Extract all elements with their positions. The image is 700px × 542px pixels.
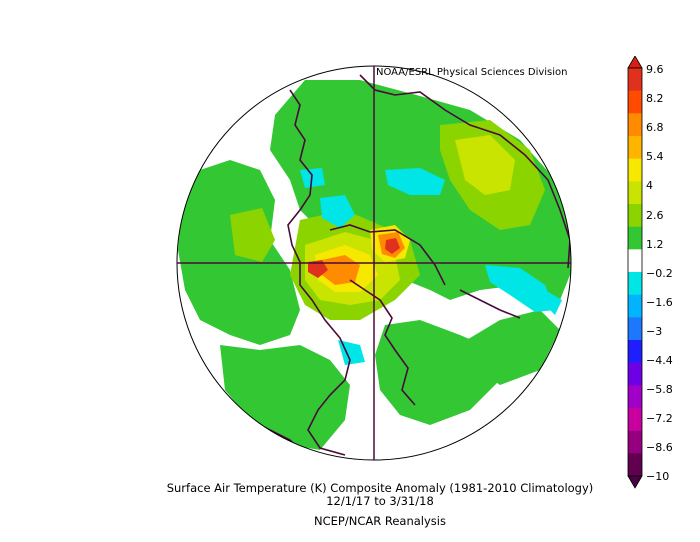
- colorbar-tick-label: 2.6: [646, 208, 664, 222]
- colorbar-tick-label: 9.6: [646, 63, 664, 76]
- colorbar-swatch: [628, 113, 642, 137]
- colorbar-tick-label: −3: [646, 324, 663, 338]
- colorbar-tick-label: −8.6: [646, 441, 673, 455]
- anomaly-red-1: [308, 260, 328, 278]
- colorbar-tick-label: −10: [646, 470, 670, 484]
- colorbar-swatch: [628, 136, 642, 159]
- colorbar-swatch: [628, 408, 642, 431]
- colorbar-tick-label: 4: [646, 179, 653, 193]
- colorbar-swatch: [628, 340, 642, 363]
- anomaly-yg-5: [455, 135, 515, 195]
- colorbar-swatch: [628, 226, 642, 250]
- colorbar-swatch: [628, 385, 642, 409]
- credit-label: NOAA/ESRL Physical Sciences Division: [376, 67, 568, 78]
- anomaly-cyan-1: [385, 168, 445, 195]
- caption-title: Surface Air Temperature (K) Composite An…: [166, 481, 594, 495]
- anomaly-field: [178, 80, 571, 450]
- anomaly-green-east: [450, 310, 560, 385]
- colorbar-tick-label: 5.4: [646, 150, 664, 164]
- colorbar-tick-label: 6.8: [646, 121, 664, 135]
- colorbar-swatch: [628, 181, 642, 205]
- anomaly-cyan-2: [320, 195, 355, 228]
- anomaly-yg-3: [230, 208, 275, 262]
- colorbar-tick-label: 1.2: [646, 237, 664, 251]
- colorbar-swatch: [628, 158, 642, 182]
- anomaly-red-2: [385, 238, 400, 254]
- caption-source: NCEP/NCAR Reanalysis: [314, 514, 446, 528]
- colorbar-swatch: [628, 362, 642, 386]
- colorbar-swatch: [628, 430, 642, 454]
- colorbar-tick-label: −7.2: [646, 412, 673, 426]
- colorbar-swatch: [628, 317, 642, 341]
- colorbar: [627, 56, 643, 489]
- colorbar-tick-label: −1.6: [646, 295, 673, 309]
- colorbar-swatch: [628, 204, 642, 227]
- colorbar-bottom-arrow: [627, 475, 643, 489]
- colorbar-swatch: [628, 453, 642, 477]
- colorbar-tick-label: −4.4: [646, 354, 673, 367]
- colorbar-swatch: [628, 272, 642, 295]
- colorbar-tick-label: −0.2: [646, 266, 673, 280]
- anomaly-cyan-6: [545, 290, 562, 315]
- anomaly-green-south: [220, 345, 350, 450]
- colorbar-swatch: [628, 294, 642, 318]
- anomaly-cyan-3: [485, 265, 555, 312]
- caption-date-range: 12/1/17 to 3/31/18: [326, 494, 434, 508]
- colorbar-tick-label: 8.2: [646, 92, 664, 106]
- colorbar-tick-label: −5.8: [646, 383, 673, 397]
- anomaly-cyan-5: [338, 340, 365, 365]
- colorbar-swatch: [628, 249, 642, 273]
- colorbar-top-arrow: [627, 56, 643, 69]
- colorbar-swatch: [628, 90, 642, 114]
- colorbar-swatch: [628, 68, 642, 91]
